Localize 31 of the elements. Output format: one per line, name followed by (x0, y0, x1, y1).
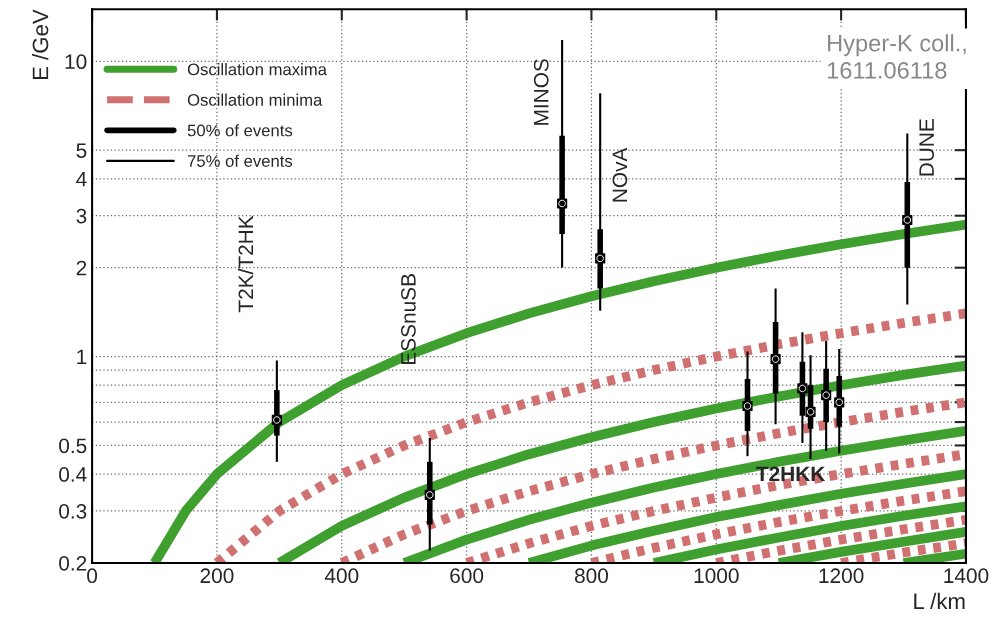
x-axis-title: L /km (914, 592, 965, 610)
y-tick-label: 1 (77, 349, 87, 365)
annotation: T2K/T2HK (237, 215, 254, 313)
x-tick-label: 1400 (944, 568, 989, 584)
y-axis-title: E /GeV (32, 9, 49, 80)
y-tick-label: 5 (76, 143, 87, 158)
y-tick-label: 0.2 (59, 555, 87, 571)
annotation: DUNE (919, 119, 934, 176)
annotation: NOvA (612, 147, 628, 202)
legend-label: 75% of events (187, 154, 293, 167)
y-tick-label: 0.4 (59, 467, 87, 482)
annotation: T2HKK (756, 466, 826, 482)
y-tick-label: 10 (65, 54, 87, 70)
x-tick-label: 0 (87, 568, 98, 584)
x-tick-label: 1200 (819, 568, 864, 584)
x-tick-label: 1000 (694, 568, 739, 584)
legend-label: Oscillation maxima (187, 63, 327, 76)
annotation: MINOS (533, 59, 549, 125)
annotation: Hyper-K coll., 1611.06118 (827, 34, 966, 79)
legend-label: Oscillation minima (187, 93, 323, 106)
x-tick-label: 600 (450, 568, 484, 584)
y-tick-label: 3 (76, 208, 87, 224)
annotation: ESSnuSB (401, 274, 416, 364)
legend-label: 50% of events (187, 124, 293, 137)
x-tick-label: 400 (324, 568, 359, 584)
x-tick-label: 800 (574, 568, 609, 584)
y-tick-label: 2 (76, 260, 87, 276)
y-tick-label: 0.3 (59, 503, 87, 519)
y-tick-label: 0.5 (59, 438, 87, 454)
y-tick-label: 4 (76, 172, 87, 187)
x-tick-label: 200 (200, 568, 234, 584)
